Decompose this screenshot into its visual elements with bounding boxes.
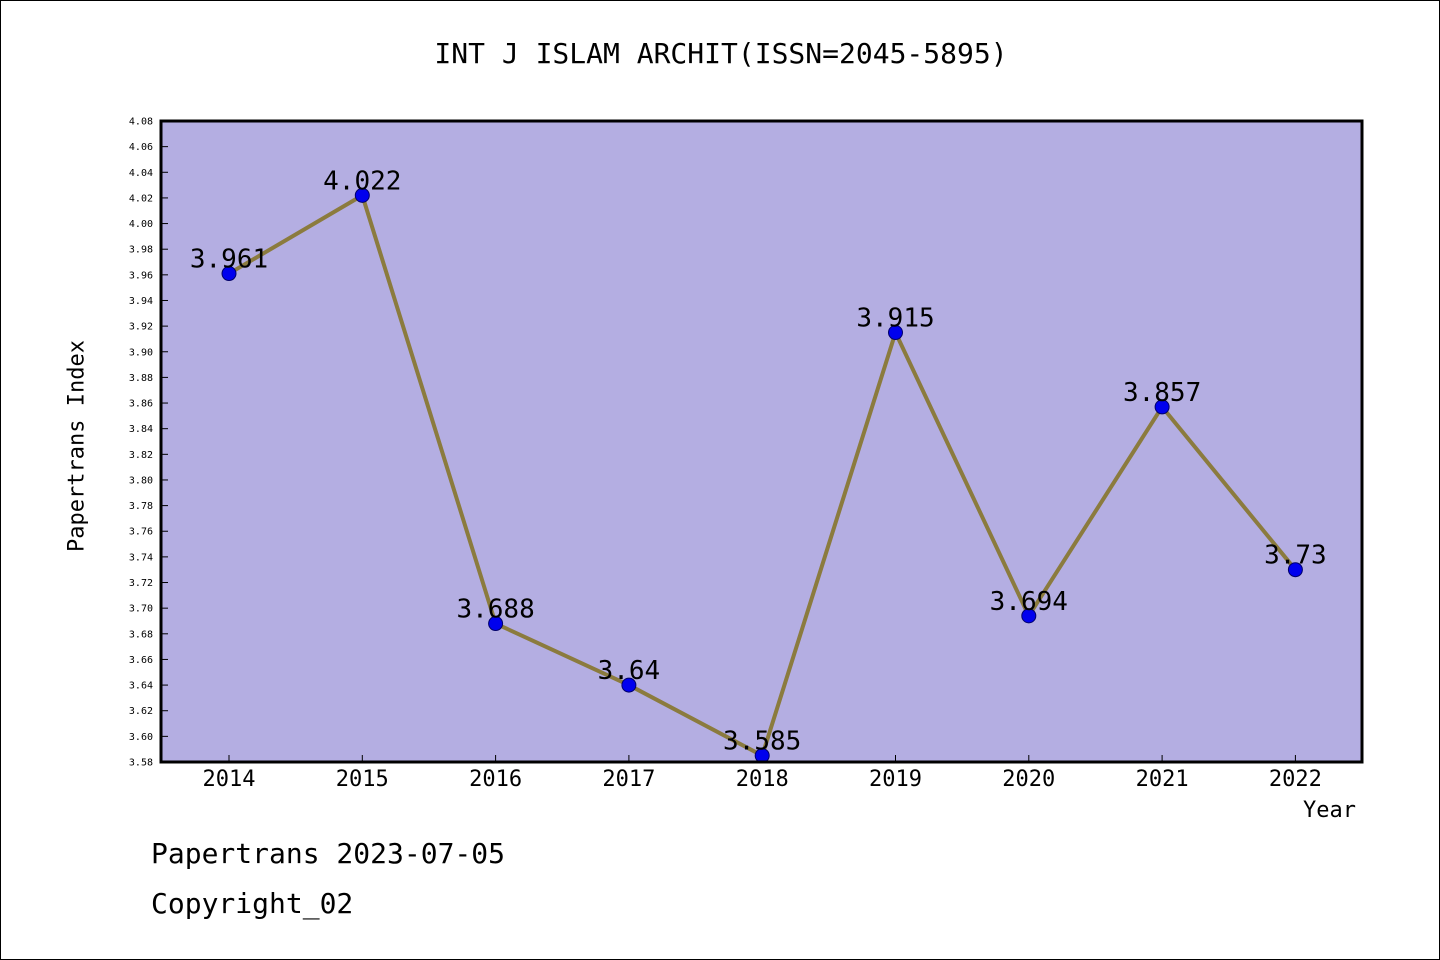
x-axis-label: Year xyxy=(1303,798,1356,823)
data-label: 3.688 xyxy=(456,595,534,625)
data-label: 4.022 xyxy=(323,166,401,196)
footer-copyright: Copyright_02 xyxy=(151,887,354,920)
y-tick-label: 3.84 xyxy=(129,424,153,435)
y-tick-label: 3.90 xyxy=(129,347,153,358)
x-tick-label: 2019 xyxy=(869,767,922,792)
data-point xyxy=(354,187,370,203)
y-tick-label: 3.96 xyxy=(129,270,153,281)
y-tick-label: 4.02 xyxy=(129,193,153,204)
x-tick-label: 2017 xyxy=(602,767,655,792)
y-tick-label: 3.66 xyxy=(129,655,153,666)
x-tick-label: 2015 xyxy=(336,767,389,792)
x-tick-label: 2018 xyxy=(736,767,789,792)
y-tick-label: 3.70 xyxy=(129,604,153,615)
footer-date: Papertrans 2023-07-05 xyxy=(151,837,506,870)
x-tick-label: 2014 xyxy=(203,767,256,792)
data-label: 3.64 xyxy=(598,656,661,686)
y-tick-label: 3.86 xyxy=(129,399,153,410)
y-tick-label: 4.08 xyxy=(129,117,153,128)
data-point xyxy=(621,677,637,693)
data-point xyxy=(1021,608,1037,624)
y-tick-label: 4.06 xyxy=(129,142,153,153)
y-tick-label: 3.78 xyxy=(129,501,153,512)
y-tick-label: 3.72 xyxy=(129,578,153,589)
data-label: 3.961 xyxy=(190,245,268,275)
y-tick-label: 3.82 xyxy=(129,450,153,461)
data-label: 3.694 xyxy=(990,587,1068,617)
plot-area xyxy=(161,121,1362,762)
x-tick-label: 2021 xyxy=(1136,767,1189,792)
data-label: 3.73 xyxy=(1264,541,1327,571)
x-tick-label: 2022 xyxy=(1269,767,1322,792)
data-point xyxy=(488,616,504,632)
x-tick-label: 2020 xyxy=(1002,767,1055,792)
y-tick-label: 3.58 xyxy=(129,758,153,769)
y-tick-label: 4.00 xyxy=(129,219,153,230)
plot-frame xyxy=(159,119,1364,764)
data-label: 3.915 xyxy=(856,304,934,334)
y-tick-label: 3.98 xyxy=(129,245,153,256)
y-tick-label: 4.04 xyxy=(129,168,153,179)
y-tick-label: 3.94 xyxy=(129,296,153,307)
data-label: 3.857 xyxy=(1123,378,1201,408)
y-tick-label: 3.68 xyxy=(129,629,153,640)
y-tick-label: 3.88 xyxy=(129,373,153,384)
data-point xyxy=(1287,562,1303,578)
data-point xyxy=(1154,399,1170,415)
y-tick-label: 3.80 xyxy=(129,475,153,486)
y-tick-label: 3.76 xyxy=(129,527,153,538)
y-tick-label: 3.92 xyxy=(129,322,153,333)
data-label: 3.585 xyxy=(723,727,801,757)
x-tick-label: 2016 xyxy=(469,767,522,792)
y-tick-label: 3.60 xyxy=(129,732,153,743)
data-point xyxy=(221,266,237,282)
data-point xyxy=(888,325,903,341)
y-tick-label: 3.74 xyxy=(129,552,153,563)
y-tick-label: 3.62 xyxy=(129,706,153,717)
y-tick-label: 3.64 xyxy=(129,681,153,692)
chart-title: INT J ISLAM ARCHIT(ISSN=2045-5895) xyxy=(434,37,1008,70)
